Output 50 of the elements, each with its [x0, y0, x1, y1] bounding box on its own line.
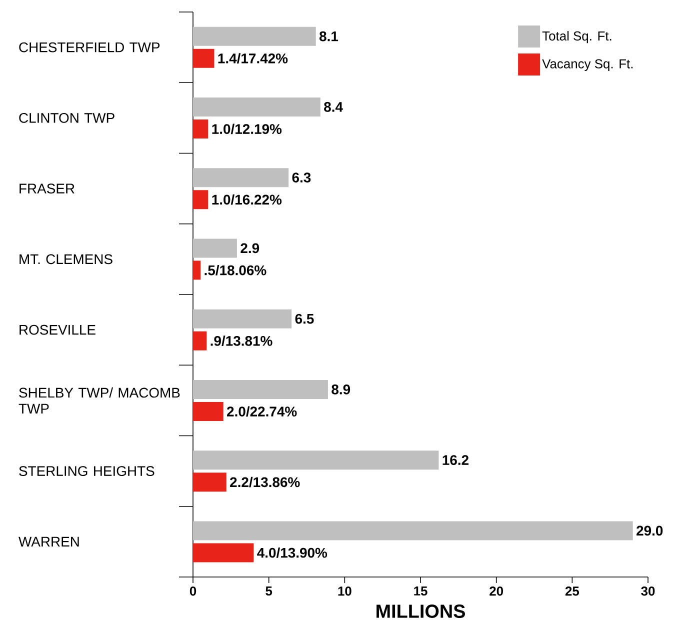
data-label: 6.3 — [292, 172, 311, 183]
bar — [193, 97, 320, 116]
data-label: 1.4/17.42% — [218, 53, 288, 64]
data-label: 2.9 — [240, 243, 260, 254]
y-tick-label: MT. CLEMENS — [20, 254, 112, 264]
x-tick-label: 15 — [414, 586, 428, 596]
x-tick-label: 30 — [641, 586, 655, 596]
y-tick-label: SHELBY TWP/ MACOMB TWP — [18, 387, 180, 414]
data-label: 8.9 — [332, 384, 350, 394]
data-label: 2.2/13.86% — [230, 476, 300, 488]
x-tick-label: 25 — [565, 586, 580, 596]
data-label: .9/13.81% — [210, 336, 272, 346]
bar — [193, 521, 633, 540]
bar — [193, 190, 208, 210]
y-tick-label: CHESTERFIELD TWP — [19, 42, 160, 52]
data-label: 2.0/22.74% — [227, 406, 297, 417]
bar — [193, 26, 316, 46]
data-label: 4.0/13.90% — [257, 548, 328, 558]
bar — [193, 472, 226, 492]
bar — [193, 119, 208, 138]
data-label: 16.2 — [442, 455, 468, 466]
bar — [193, 309, 292, 328]
data-label: 29.0 — [636, 526, 663, 536]
bar — [193, 543, 254, 562]
y-tick-label: WARREN — [18, 536, 79, 546]
x-tick-label: 20 — [490, 586, 504, 596]
legend-label: Vacancy Sq. Ft. — [542, 59, 633, 71]
y-tick-label: FRASER — [20, 184, 74, 194]
bar — [193, 450, 439, 470]
bar — [193, 238, 237, 258]
x-tick-label: 5 — [266, 586, 272, 596]
bar — [193, 331, 207, 350]
x-tick-label: 10 — [338, 586, 352, 596]
bar — [193, 380, 328, 399]
data-label: 8.1 — [319, 31, 338, 42]
bar — [193, 168, 289, 188]
data-label: 8.4 — [324, 102, 343, 112]
x-tick-label: 0 — [190, 586, 196, 596]
y-tick-label: ROSEVILLE — [20, 324, 96, 335]
x-axis-title: MILLIONS — [376, 604, 465, 618]
data-label: 6.5 — [295, 314, 314, 324]
y-tick-label: STERLING HEIGHTS — [19, 466, 154, 476]
y-tick-label: CLINTON TWP — [19, 112, 114, 123]
data-label: 1.0/16.22% — [212, 194, 282, 205]
bar — [193, 48, 214, 68]
data-label: 1.0/12.19% — [212, 124, 282, 134]
bar — [193, 402, 224, 421]
bar — [193, 260, 201, 280]
legend-label: Total Sq. Ft. — [542, 31, 612, 44]
data-label: .5/18.06% — [204, 265, 266, 276]
